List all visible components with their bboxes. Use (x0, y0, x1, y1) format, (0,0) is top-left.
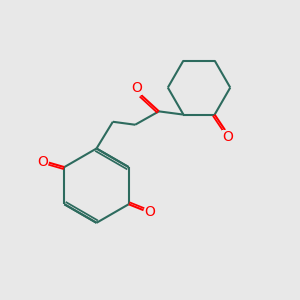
Text: O: O (37, 155, 48, 169)
Text: O: O (145, 205, 155, 219)
Text: O: O (131, 82, 142, 95)
Text: O: O (222, 130, 233, 144)
